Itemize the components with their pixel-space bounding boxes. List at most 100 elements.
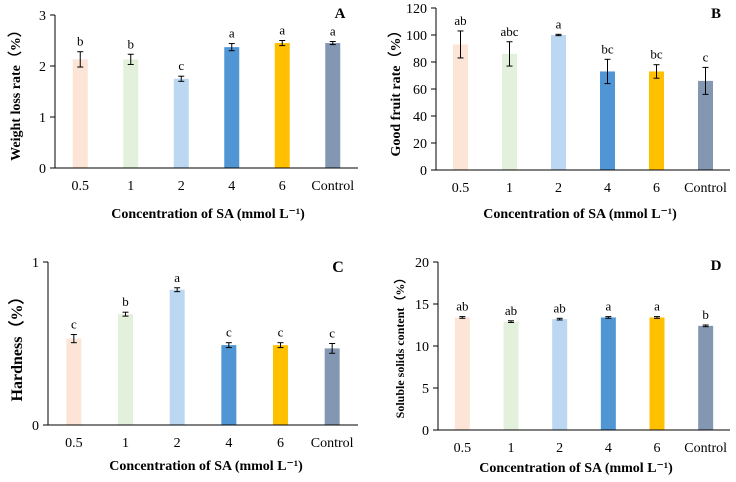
x-tick-label-B-3: 4 [604, 181, 611, 196]
bar-A-5 [325, 43, 341, 168]
significance-letter-C-1: b [122, 294, 129, 309]
x-tick-label-A-5: Control [311, 179, 354, 194]
significance-letter-B-5: c [703, 49, 709, 64]
y-axis-title-C: Hardness（%） [8, 289, 26, 402]
significance-letter-B-0: ab [454, 13, 466, 28]
significance-letter-B-3: bc [601, 41, 614, 56]
y-tick-label-B-6: 120 [406, 2, 427, 17]
y-tick-label-B-4: 80 [413, 56, 427, 71]
x-tick-label-C-2: 2 [174, 436, 181, 451]
y-axis-title-B: Good fruit rate（%） [388, 24, 404, 157]
y-axis-title-D: Soluble solids content（%） [392, 272, 407, 419]
bar-D-1 [503, 321, 519, 430]
y-tick-label-D-2: 10 [415, 340, 429, 355]
significance-letter-C-0: c [71, 317, 77, 332]
y-axis-title-A: Weight loss rate（%） [8, 23, 24, 161]
panel-label-D: D [711, 258, 722, 274]
x-tick-label-B-4: 6 [653, 181, 660, 196]
significance-letter-C-4: c [278, 325, 284, 340]
x-tick-label-C-5: Control [311, 436, 354, 451]
bar-B-0 [453, 44, 468, 171]
x-tick-label-D-0: 0.5 [454, 441, 472, 456]
bar-C-4 [273, 345, 288, 425]
x-tick-label-B-0: 0.5 [452, 181, 470, 196]
y-tick-label-C-1: 1 [32, 256, 39, 271]
x-tick-label-C-1: 1 [122, 436, 129, 451]
significance-letter-D-2: ab [554, 300, 566, 315]
y-tick-label-B-2: 40 [413, 110, 427, 125]
bar-B-1 [502, 53, 517, 170]
y-tick-label-D-4: 20 [415, 256, 429, 271]
bar-D-2 [552, 319, 568, 430]
bar-D-0 [454, 317, 470, 430]
x-tick-label-D-3: 4 [605, 441, 612, 456]
bar-D-3 [600, 317, 616, 430]
x-tick-label-D-2: 2 [556, 441, 563, 456]
significance-letter-D-0: ab [456, 299, 468, 314]
y-tick-label-D-1: 5 [422, 382, 429, 397]
significance-letter-A-5: a [330, 24, 336, 39]
x-tick-label-A-3: 4 [228, 179, 235, 194]
bar-A-0 [72, 59, 88, 169]
x-axis-title-D: Concentration of SA (mmol L⁻¹) [479, 461, 673, 476]
bar-B-5 [698, 80, 713, 170]
significance-letter-A-4: a [279, 23, 285, 38]
significance-letter-A-3: a [229, 26, 235, 41]
significance-letter-C-5: c [329, 326, 335, 341]
significance-letter-D-5: b [702, 307, 709, 322]
significance-letter-B-2: a [556, 16, 562, 31]
y-tick-label-C-0: 0 [32, 419, 39, 434]
significance-letter-D-3: a [605, 299, 611, 314]
x-tick-label-B-1: 1 [506, 181, 513, 196]
bar-A-4 [274, 43, 290, 168]
bar-A-3 [224, 47, 240, 168]
x-tick-label-A-2: 2 [178, 179, 185, 194]
y-tick-label-B-0: 0 [420, 164, 427, 179]
significance-letter-D-4: a [654, 299, 660, 314]
x-tick-label-C-3: 4 [225, 436, 232, 451]
y-tick-label-A-3: 3 [39, 9, 46, 24]
x-tick-label-B-5: Control [684, 181, 727, 196]
significance-letter-A-0: b [77, 34, 84, 49]
y-tick-label-B-1: 20 [413, 137, 427, 152]
y-tick-label-D-0: 0 [422, 424, 429, 439]
x-tick-label-C-0: 0.5 [65, 436, 83, 451]
x-axis-title-B: Concentration of SA (mmol L⁻¹) [483, 207, 677, 222]
x-tick-label-C-4: 6 [277, 436, 284, 451]
x-tick-label-B-2: 2 [555, 181, 562, 196]
y-tick-label-D-3: 15 [415, 298, 429, 313]
bar-C-2 [169, 289, 185, 425]
significance-letter-A-1: b [128, 36, 135, 51]
significance-letter-B-1: abc [500, 24, 518, 39]
x-axis-title-A: Concentration of SA (mmol L⁻¹) [111, 207, 305, 222]
bar-C-3 [221, 345, 237, 425]
bar-A-1 [123, 59, 139, 169]
x-axis-title-C: Concentration of SA (mmol L⁻¹) [109, 459, 303, 474]
significance-letter-C-2: a [174, 270, 180, 285]
x-tick-label-A-4: 6 [279, 179, 286, 194]
x-tick-label-D-5: Control [684, 441, 727, 456]
bar-D-4 [649, 317, 665, 430]
x-tick-label-D-4: 6 [654, 441, 661, 456]
x-tick-label-D-1: 1 [508, 441, 515, 456]
y-tick-label-B-5: 100 [406, 29, 427, 44]
y-tick-label-A-1: 1 [39, 111, 46, 126]
y-tick-label-A-2: 2 [39, 60, 46, 75]
bar-D-5 [698, 325, 714, 430]
panel-label-C: C [332, 259, 344, 276]
significance-letter-D-1: ab [505, 303, 517, 318]
x-tick-label-A-0: 0.5 [72, 179, 90, 194]
bar-B-3 [600, 71, 615, 170]
significance-letter-A-2: c [178, 58, 184, 73]
bar-C-1 [118, 314, 133, 425]
bar-C-0 [66, 338, 82, 425]
y-tick-label-A-0: 0 [39, 162, 46, 177]
bar-B-2 [551, 35, 566, 170]
x-tick-label-A-1: 1 [127, 179, 134, 194]
bar-B-4 [649, 71, 664, 170]
significance-letter-C-3: c [226, 325, 232, 340]
panel-label-B: B [711, 6, 721, 22]
bar-C-5 [324, 348, 340, 425]
panel-label-A: A [335, 6, 346, 22]
